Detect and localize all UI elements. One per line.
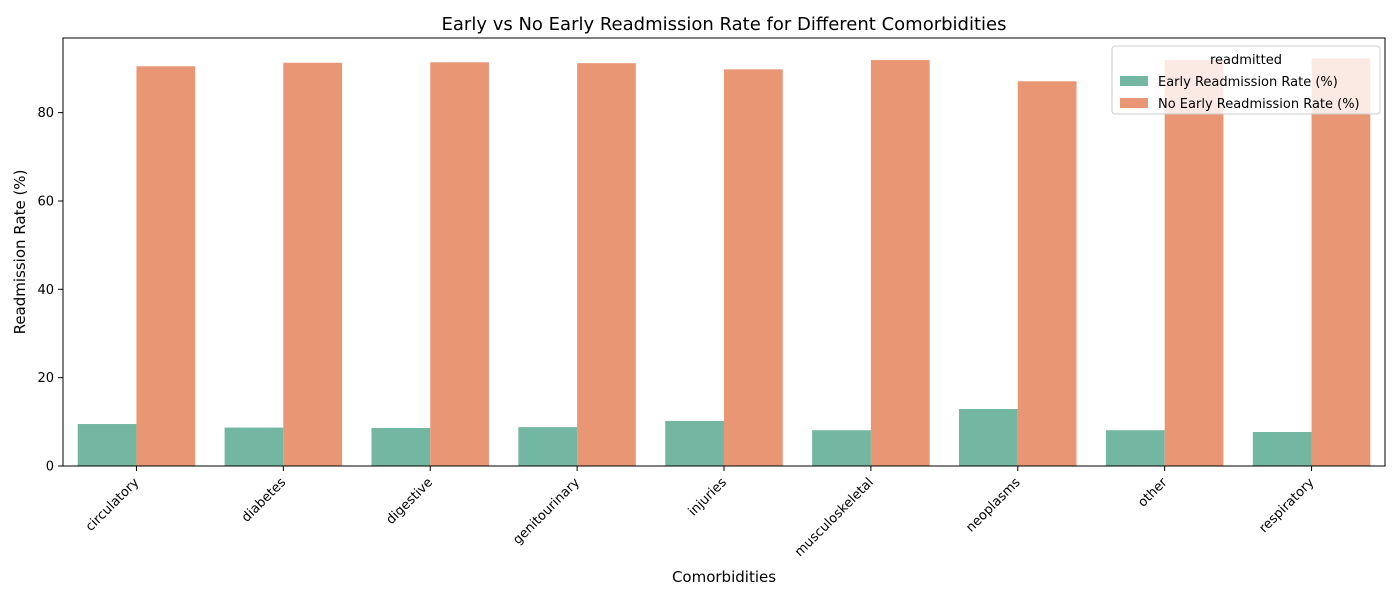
x-tick-label: other: [1135, 475, 1171, 511]
chart-title: Early vs No Early Readmission Rate for D…: [442, 14, 1007, 35]
x-tick-label: digestive: [384, 475, 437, 528]
bar-no-early-neoplasms: [1017, 81, 1077, 466]
y-tick-label: 20: [37, 371, 54, 386]
bar-early-respiratory: [1252, 431, 1312, 466]
legend: readmitted Early Readmission Rate (%) No E…: [1111, 45, 1381, 115]
bar-no-early-diabetes: [283, 62, 343, 467]
legend-label: Early Readmission Rate (%): [1158, 75, 1338, 90]
x-tick-label: diabetes: [239, 475, 289, 525]
legend-swatch: [1120, 98, 1148, 108]
x-tick-label: neoplasms: [963, 475, 1023, 535]
bar-early-musculoskeletal: [812, 430, 871, 466]
y-tick-label: 80: [37, 106, 54, 121]
x-tick-label: genitourinary: [510, 475, 583, 548]
bar-no-early-musculoskeletal: [870, 60, 930, 466]
legend-swatch: [1120, 76, 1148, 86]
bar-early-circulatory: [77, 424, 137, 466]
bar-no-early-respiratory: [1311, 58, 1371, 467]
bar-no-early-injuries: [724, 69, 783, 466]
bar-no-early-genitourinary: [577, 63, 636, 466]
legend-title: readmitted: [1210, 53, 1282, 68]
x-tick-label: respiratory: [1257, 475, 1318, 536]
bar-early-neoplasms: [959, 409, 1018, 466]
legend-box: [1111, 45, 1381, 115]
x-tick-label: injuries: [686, 475, 730, 519]
legend-label: No Early Readmission Rate (%): [1158, 97, 1360, 112]
plot-area: 0 20 40 60 80 circulatory diabetes digestive gen…: [37, 37, 1386, 560]
y-tick-label: 40: [37, 283, 54, 298]
x-axis-label: Comorbidities: [672, 568, 776, 586]
bar-no-early-circulatory: [136, 66, 196, 467]
bar-early-injuries: [665, 420, 724, 466]
bar-early-genitourinary: [518, 427, 578, 466]
bar-early-digestive: [371, 428, 431, 466]
x-tick-label: musculoskeletal: [792, 475, 877, 560]
plot-frame: [62, 37, 1386, 467]
bar-no-early-digestive: [430, 62, 489, 466]
bar-early-other: [1105, 430, 1165, 466]
y-axis-label: Readmission Rate (%): [11, 170, 29, 335]
bar-no-early-other: [1164, 60, 1224, 466]
y-tick-label: 60: [37, 194, 54, 209]
bar-early-diabetes: [224, 427, 284, 466]
x-tick-label: circulatory: [83, 475, 143, 535]
y-tick-label: 0: [46, 460, 54, 475]
